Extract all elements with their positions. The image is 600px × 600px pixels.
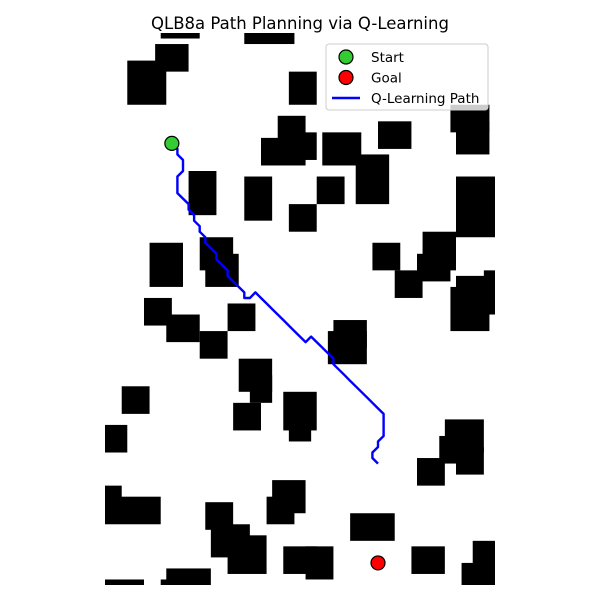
start-marker <box>164 135 180 151</box>
obstacle-block <box>160 33 200 39</box>
obstacle-block <box>166 314 200 343</box>
obstacle-block <box>411 546 445 574</box>
obstacle-block <box>461 562 495 585</box>
obstacle-block <box>288 204 317 232</box>
path-layer <box>171 142 385 465</box>
goal-marker <box>370 555 386 571</box>
obstacle-block <box>227 535 267 574</box>
obstacle-block <box>472 540 495 569</box>
obstacle-block <box>456 121 490 155</box>
legend-label: Goal <box>371 71 402 87</box>
obstacle-block <box>288 71 317 105</box>
obstacle-block <box>233 402 261 431</box>
obstacle-block <box>288 408 312 442</box>
obstacle-block <box>483 270 495 309</box>
legend: Start Goal Q-Learning Path <box>325 43 489 111</box>
obstacle-block <box>350 513 395 541</box>
legend-entries: Start Goal Q-Learning Path <box>332 49 479 107</box>
obstacle-block <box>456 176 495 238</box>
obstacle-block <box>127 60 167 105</box>
obstacle-block <box>417 458 445 486</box>
legend-label: Q-Learning Path <box>371 91 479 107</box>
obstacle-block <box>244 176 273 221</box>
legend-frame <box>325 43 489 111</box>
plot-area <box>105 33 495 585</box>
obstacle-block <box>105 496 161 525</box>
obstacle-block <box>188 171 217 216</box>
obstacle-block <box>372 242 401 271</box>
marker-layer <box>164 135 386 571</box>
obstacle-block <box>199 331 228 359</box>
obstacle-block <box>121 386 150 414</box>
obstacle-block <box>105 424 128 453</box>
obstacle-block <box>378 121 412 149</box>
obstacle-block <box>355 154 390 205</box>
obstacle-block <box>249 375 273 403</box>
obstacle-block <box>394 270 423 298</box>
obstacle-block <box>305 546 334 580</box>
obstacle-block <box>227 303 256 332</box>
obstacle-block <box>322 132 362 166</box>
legend-marker <box>338 49 354 65</box>
obstacle-block <box>450 286 490 332</box>
obstacle-block <box>244 33 295 45</box>
obstacle-block <box>456 447 484 475</box>
chart-title: QLB8a Path Planning via Q-Learning <box>151 14 449 33</box>
obstacle-block <box>316 176 345 205</box>
obstacle-block <box>160 579 206 585</box>
legend-label: Start <box>371 50 404 66</box>
legend-item-start: Start <box>338 49 404 66</box>
obstacle-block <box>149 242 183 287</box>
obstacle-layer <box>105 33 495 585</box>
obstacle-block <box>266 496 295 525</box>
q-learning-path-line <box>171 142 385 465</box>
legend-marker <box>338 69 354 86</box>
obstacle-block <box>288 132 317 160</box>
legend-item-goal: Goal <box>338 69 402 87</box>
legend-item-q-learning-path: Q-Learning Path <box>332 91 479 107</box>
obstacle-block <box>105 579 144 585</box>
